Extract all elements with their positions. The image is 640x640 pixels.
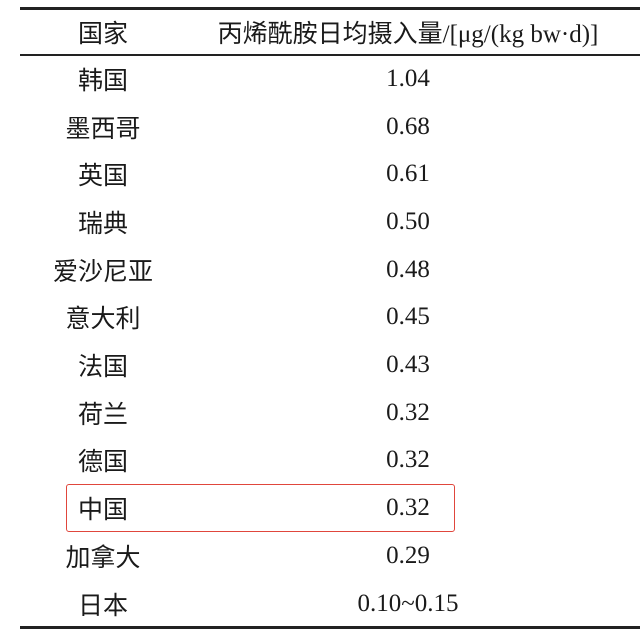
header-country: 国家 [77, 20, 129, 48]
table-header: 国家 丙烯酰胺日均摄入量/[μg/(kg bw·d)] [20, 8, 640, 56]
bottom-rule [20, 626, 640, 629]
country-cell: 荷兰 [77, 401, 129, 429]
intake-cell: 0.32 [386, 446, 430, 474]
highlight-box [66, 484, 455, 533]
table-row: 墨西哥 0.68 [20, 103, 640, 151]
table-row: 德国 0.32 [20, 437, 640, 485]
header-intake: 丙烯酰胺日均摄入量/[μg/(kg bw·d)] [217, 20, 599, 48]
intake-cell: 0.45 [386, 303, 430, 331]
country-cell: 中国 [77, 497, 129, 525]
country-cell: 韩国 [77, 67, 129, 95]
intake-cell: 0.43 [386, 351, 430, 379]
table-row: 法国 0.43 [20, 341, 640, 389]
country-cell: 英国 [77, 163, 129, 191]
table-row: 爱沙尼亚 0.48 [20, 246, 640, 294]
intake-cell: 1.04 [386, 64, 430, 92]
intake-cell: 0.68 [386, 112, 430, 140]
top-rule [20, 7, 640, 10]
country-cell: 德国 [77, 449, 129, 477]
table-row: 中国 0.32 [20, 484, 640, 532]
intake-cell: 0.29 [386, 541, 430, 569]
country-cell: 墨西哥 [65, 115, 141, 143]
table-row: 英国 0.61 [20, 150, 640, 198]
country-cell: 爱沙尼亚 [52, 258, 154, 286]
table-row: 日本 0.10~0.15 [20, 580, 640, 628]
table-row: 荷兰 0.32 [20, 389, 640, 437]
intake-cell: 0.32 [386, 494, 430, 522]
table-row: 韩国 1.04 [20, 55, 640, 103]
country-cell: 加拿大 [65, 544, 141, 572]
intake-cell: 0.48 [386, 255, 430, 283]
country-cell: 日本 [77, 592, 129, 620]
table-row: 瑞典 0.50 [20, 198, 640, 246]
country-cell: 意大利 [65, 306, 141, 334]
country-cell: 瑞典 [77, 210, 129, 238]
intake-cell: 0.32 [386, 398, 430, 426]
intake-cell: 0.10~0.15 [357, 589, 459, 617]
table-row: 意大利 0.45 [20, 294, 640, 342]
intake-cell: 0.61 [386, 160, 430, 188]
country-cell: 法国 [77, 354, 129, 382]
intake-cell: 0.50 [386, 207, 430, 235]
table-row: 加拿大 0.29 [20, 532, 640, 580]
header-rule [20, 54, 640, 56]
